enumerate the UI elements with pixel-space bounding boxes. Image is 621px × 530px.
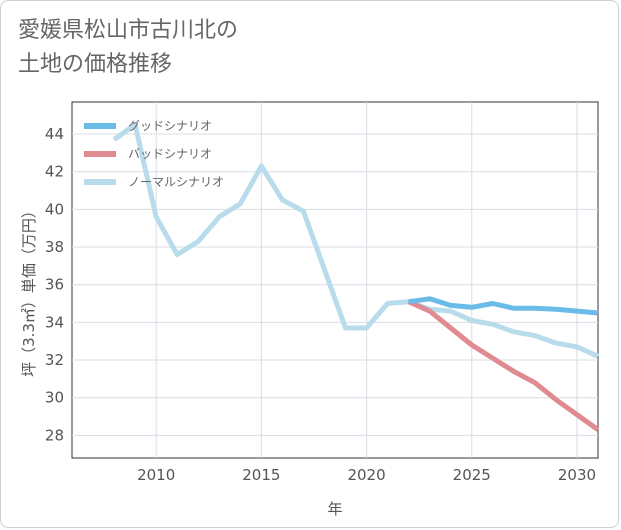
x-axis-label: 年: [327, 500, 342, 518]
plot-area: [71, 101, 599, 459]
y-tick-label: 42: [45, 163, 64, 181]
x-tick-label: 2015: [242, 466, 280, 484]
y-tick-label: 32: [45, 351, 64, 369]
x-tick-labels: 2010 2015 2020 2025 2030: [137, 466, 596, 484]
y-tick-label: 34: [45, 313, 64, 331]
y-tick-label: 38: [45, 238, 64, 256]
legend-label: ノーマルシナリオ: [128, 175, 224, 189]
x-tick-label: 2030: [558, 466, 596, 484]
chart-title: 愛媛県松山市古川北の 土地の価格推移: [18, 18, 239, 77]
series-line-1: [408, 296, 599, 316]
x-tick-label: 2010: [137, 466, 175, 484]
y-tick-label: 30: [45, 389, 64, 407]
y-tick-label: 40: [45, 200, 64, 218]
y-tick-label: 28: [45, 426, 64, 444]
series-line-2: [407, 299, 600, 432]
grid-lines: [72, 102, 598, 458]
series-lines: [112, 122, 600, 432]
series-line-3: [112, 122, 600, 359]
legend-label: グッドシナリオ: [128, 119, 212, 133]
x-tick-label: 2020: [347, 466, 385, 484]
y-tick-label: 36: [45, 276, 64, 294]
y-tick-labels: 28 30 32 34 36 38 40 42 44: [45, 125, 64, 444]
y-tick-label: 44: [45, 125, 64, 143]
x-tick-label: 2025: [453, 466, 491, 484]
y-axis-label: 坪（3.3㎡）単価（万円）: [20, 203, 38, 377]
legend-label: バッドシナリオ: [128, 147, 212, 161]
